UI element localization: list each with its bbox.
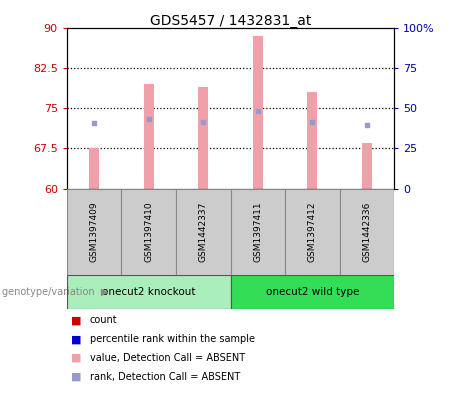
Text: ■: ■ [71, 334, 82, 344]
Text: ■: ■ [71, 353, 82, 363]
Point [363, 122, 371, 129]
Point [254, 108, 261, 114]
Bar [198, 86, 208, 189]
Text: onecut2 knockout: onecut2 knockout [102, 287, 195, 297]
Text: GSM1397409: GSM1397409 [89, 202, 99, 262]
Bar [362, 143, 372, 189]
Text: percentile rank within the sample: percentile rank within the sample [90, 334, 255, 344]
Bar [230, 189, 285, 275]
Bar [176, 189, 230, 275]
Text: GSM1442337: GSM1442337 [199, 202, 208, 262]
Bar [144, 84, 154, 189]
Text: GSM1397410: GSM1397410 [144, 202, 153, 262]
Bar [307, 92, 317, 189]
Bar [285, 189, 340, 275]
Text: GSM1397411: GSM1397411 [253, 202, 262, 262]
Point [90, 120, 98, 126]
Bar [67, 189, 121, 275]
Bar [230, 275, 394, 309]
Bar [340, 189, 394, 275]
Point [145, 116, 152, 122]
Text: GDS5457 / 1432831_at: GDS5457 / 1432831_at [150, 14, 311, 28]
Text: GSM1397412: GSM1397412 [308, 202, 317, 262]
Bar [253, 36, 263, 189]
Text: rank, Detection Call = ABSENT: rank, Detection Call = ABSENT [90, 372, 240, 382]
Text: GSM1442336: GSM1442336 [362, 202, 372, 262]
Text: onecut2 wild type: onecut2 wild type [266, 287, 359, 297]
Point [200, 118, 207, 125]
Text: value, Detection Call = ABSENT: value, Detection Call = ABSENT [90, 353, 245, 363]
Text: count: count [90, 315, 118, 325]
Text: ■: ■ [71, 315, 82, 325]
Text: genotype/variation  ▶: genotype/variation ▶ [2, 287, 109, 297]
Bar [121, 189, 176, 275]
Bar [67, 275, 230, 309]
Point [308, 118, 316, 125]
Text: ■: ■ [71, 372, 82, 382]
Bar [89, 148, 99, 189]
